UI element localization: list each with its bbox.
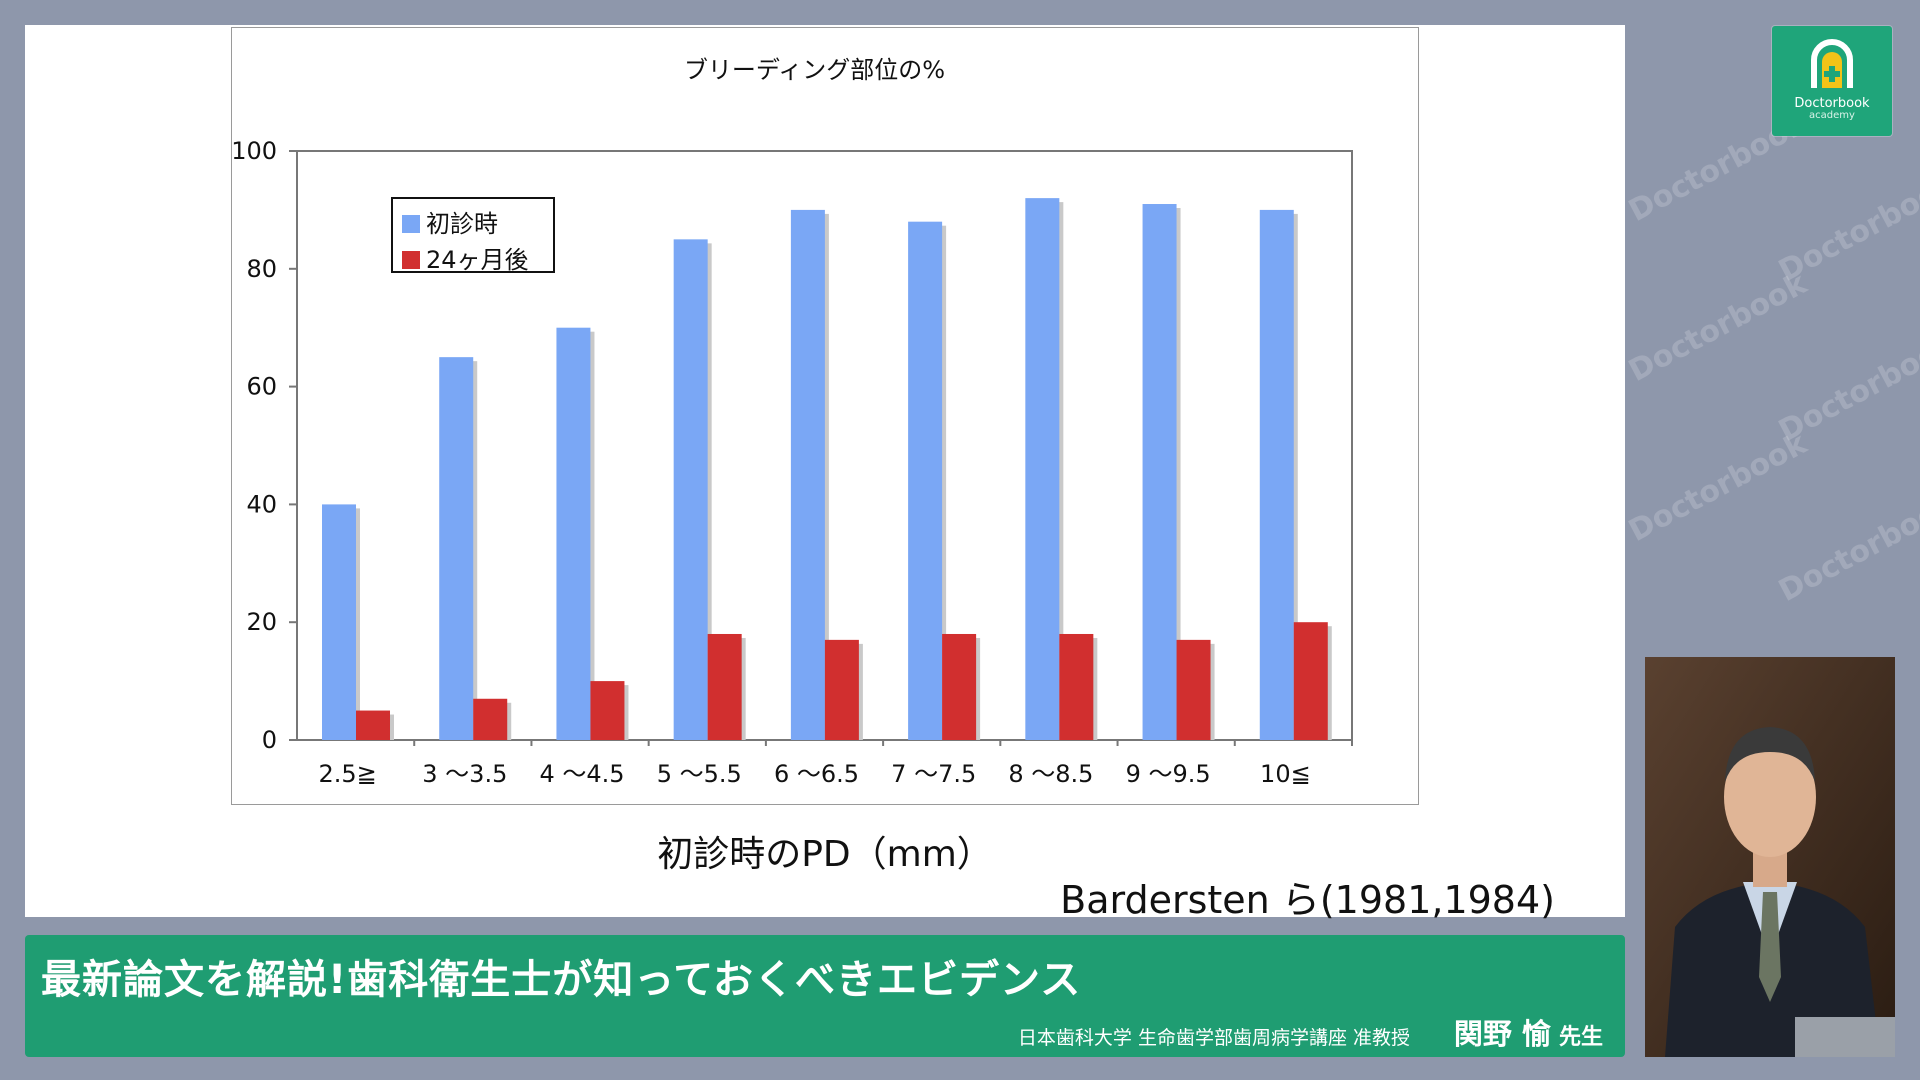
y-tick-label: 100 [232,137,277,165]
bar-initial [556,327,591,740]
lecture-title: 最新論文を解説!歯科衛生士が知っておくべきエビデンス [41,957,1082,1003]
doctorbook-logo: Doctorbook academy [1772,26,1892,136]
x-tick-label: 8 〜8.5 [1008,760,1093,788]
y-tick-label: 20 [246,608,277,636]
bar-after-24-months [1059,633,1094,740]
speaker-name-block: 関野 愉先生 [1454,1011,1603,1053]
logo-sub: academy [1809,110,1855,121]
x-tick-label: 9 〜9.5 [1126,760,1211,788]
x-tick-label: 3 〜3.5 [422,760,507,788]
bar-initial [673,239,708,740]
y-tick-label: 0 [262,726,277,754]
bar-initial [908,221,943,740]
bar-after-24-months [1293,622,1328,740]
bar-after-24-months [473,698,508,740]
x-tick-label: 7 〜7.5 [891,760,976,788]
legend-swatch [402,215,420,233]
bar-initial [790,209,825,740]
legend-label: 初診時 [426,210,498,238]
speaker-figure [1645,657,1895,1057]
bar-initial [439,357,474,740]
x-tick-label: 2.5≧ [318,760,376,788]
bar-after-24-months [942,633,977,740]
y-tick-label: 60 [246,373,277,401]
citation: Bardersten ら(1981,1984) [1060,878,1555,922]
y-tick-label: 40 [246,490,277,518]
logo-text: Doctorbook academy [1772,96,1892,122]
speaker-affiliation: 日本歯科大学 生命歯学部歯周病学講座 准教授 [1017,1027,1410,1049]
watermark: Doctorbook [1623,426,1813,549]
bar-after-24-months [707,633,742,740]
bar-after-24-months [590,681,625,740]
bar-after-24-months [824,639,859,740]
speaker-honorific: 先生 [1558,1025,1603,1050]
bar-initial [1025,198,1060,740]
x-axis-label: 初診時のPD（mm） [657,834,993,875]
x-tick-label: 6 〜6.5 [774,760,859,788]
chart-title: ブリーディング部位の% [684,56,945,84]
bar-chart: ブリーディング部位の% 0 20 40 60 80 100 2.5≧ 3 〜3.5 4 〜4.5 5… [232,56,1353,788]
speaker-name: 関野 愉 [1453,1017,1551,1051]
bar-after-24-months [356,710,390,740]
legend-swatch [402,251,420,269]
legend-label: 24ヶ月後 [426,246,529,274]
bar-initial [1259,209,1294,740]
bar-after-24-months [1176,639,1211,740]
lecture-banner: 最新論文を解説!歯科衛生士が知っておくべきエビデンス 日本歯科大学 生命歯学部歯… [25,935,1625,1057]
y-tick-label: 80 [246,255,277,283]
x-tick-label: 5 〜5.5 [657,760,742,788]
logo-arch-icon [1811,39,1853,88]
watermark: Doctorbook [1773,486,1920,609]
bar-initial [1142,204,1177,740]
slide: ブリーディング部位の% 0 20 40 60 80 100 2.5≧ 3 〜3.5 4 〜4.5 5… [25,25,1625,922]
bar-initial [322,504,356,740]
speaker-video [1645,657,1895,1057]
watermark: Doctorbook [1623,266,1813,389]
x-tick-label: 4 〜4.5 [540,760,625,788]
chart-frame: ブリーディング部位の% 0 20 40 60 80 100 2.5≧ 3 〜3.5 4 〜4.5 5… [231,27,1419,805]
logo-name: Doctorbook [1794,96,1870,111]
x-tick-label: 10≦ [1260,760,1311,788]
